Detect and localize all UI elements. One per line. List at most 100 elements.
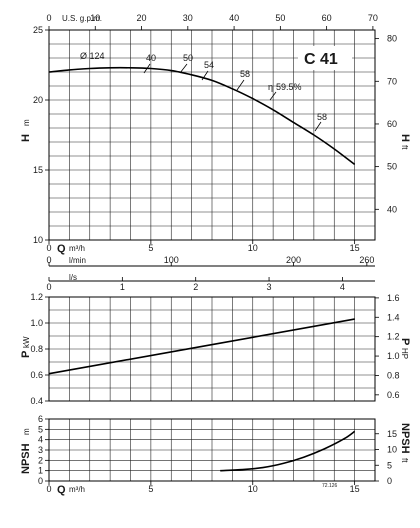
- top-axis-ticks: 0 10 20 30 40 50 60 70: [46, 13, 378, 31]
- efficiency-mark-58-right: [314, 121, 322, 132]
- flow-axis-ls-tick-label: 4: [340, 282, 345, 292]
- bottom-axis-q-symbol: Q: [57, 484, 66, 496]
- npsh-ylabel-unit: m: [22, 428, 31, 435]
- flow-axis-m3h-tick-label: 10: [248, 243, 258, 253]
- power-y2label: P: [399, 338, 411, 345]
- power-y2-tick-label: 1.0: [387, 351, 400, 361]
- bottom-axis-tick-label: 0: [46, 484, 51, 494]
- power-y2-ticks: 0.6 0.8 1.0 1.2 1.4 1.6: [375, 293, 400, 400]
- top-axis-tick-label: 10: [90, 13, 100, 23]
- power-panel: 0.40.60.81.01.2 0.60.81.01.21.41.6 P kW …: [20, 292, 411, 406]
- flow-axis-ls-tick-label: 1: [120, 282, 125, 292]
- bottom-axis-unit: m³/h: [69, 485, 85, 494]
- head-curve: [48, 66, 356, 166]
- efficiency-mark-50: [179, 63, 188, 74]
- top-axis-unit: U.S. g.p.m.: [62, 14, 102, 23]
- head-y2-tick-label: 60: [387, 119, 397, 129]
- flow-axis-ls-tick-label: 3: [267, 282, 272, 292]
- flow-axis-lmin-ticks: 0 100 200 260: [46, 255, 374, 266]
- efficiency-max-label: 59.5%: [276, 82, 302, 92]
- flow-axis-lmin-tick-label: 0: [46, 255, 51, 265]
- head-y2-tick-label: 80: [387, 34, 397, 44]
- power-curve: [48, 318, 355, 375]
- npsh-y-tick-label: 1: [38, 466, 43, 476]
- power-y-tick-label: 1.0: [30, 318, 43, 328]
- impeller-diameter-label: Ø 124: [80, 51, 105, 61]
- npsh-curve: [220, 430, 356, 472]
- npsh-y-tick-label: 2: [38, 455, 43, 465]
- power-y2label-unit: HP: [400, 348, 409, 359]
- head-y2-tick-label: 40: [387, 204, 397, 214]
- bottom-axis: 0 5 10 15 Q m³/h: [46, 481, 360, 496]
- model-label-box: [298, 46, 352, 70]
- flow-axis-unit-m3h: m³/h: [69, 244, 85, 253]
- bottom-axis-tick-label: 10: [248, 484, 258, 494]
- bottom-axis-tick-label: 15: [350, 484, 360, 494]
- head-y2label: H: [399, 134, 411, 142]
- head-y-tick-label: 25: [33, 25, 43, 35]
- head-y2-ticks: 40 50 60 70 80: [375, 34, 397, 214]
- flow-axis-lmin-tick-label: 260: [359, 255, 374, 265]
- power-y2-tick-label: 0.8: [387, 370, 400, 380]
- npsh-ylabel: NPSH: [20, 443, 32, 474]
- flow-axis-ls-tick-label: 0: [46, 282, 51, 292]
- power-ylabel-unit: kW: [22, 336, 31, 348]
- flow-axis-ls-ticks: 0 1 2 3 4: [46, 277, 345, 292]
- head-y-tick-label: 15: [33, 165, 43, 175]
- power-y2-tick-label: 1.4: [387, 312, 400, 322]
- efficiency-symbol: η: [268, 82, 273, 92]
- top-axis-tick-label: 50: [275, 13, 285, 23]
- model-label: C 41: [304, 51, 338, 68]
- top-axis-tick-label: 60: [322, 13, 332, 23]
- flow-axis-m3h-ticks: 0 5 10 15: [46, 240, 360, 253]
- efficiency-mark-58-left: [236, 79, 245, 91]
- efficiency-mark-54: [201, 70, 209, 81]
- head-y-ticks: 10 15 20 25: [33, 25, 49, 245]
- npsh-y-tick-label: 5: [38, 424, 43, 434]
- head-ylabel: H: [20, 134, 32, 142]
- efficiency-label-50: 50: [183, 53, 193, 63]
- npsh-y2label-unit: ft: [400, 458, 409, 463]
- efficiency-label-54: 54: [204, 60, 214, 70]
- npsh-y2-tick-label: 15: [387, 429, 397, 439]
- power-y-tick-label: 1.2: [30, 292, 43, 302]
- power-y-tick-label: 0.4: [30, 396, 43, 406]
- flow-axis-unit-ls: l/s: [69, 273, 77, 282]
- top-axis-tick-label: 70: [368, 13, 378, 23]
- head-y-tick-label: 20: [33, 95, 43, 105]
- top-axis-tick-label: 30: [183, 13, 193, 23]
- npsh-y2-ticks: 0 5 10 15: [375, 429, 397, 486]
- bottom-axis-tick-label: 5: [148, 484, 153, 494]
- flow-axis-ls-tick-label: 2: [193, 282, 198, 292]
- flow-axes-strip: Q m³/h 0 5 10 15 l/min 0 100 200 260 l/s 0 1 2 3 4: [46, 240, 375, 292]
- flow-axis-m3h-tick-label: 15: [350, 243, 360, 253]
- flow-axis-lmin-tick-label: 100: [164, 255, 179, 265]
- flow-axis-q-symbol: Q: [57, 243, 66, 255]
- drawing-footnote: 72.126: [322, 483, 338, 489]
- efficiency-mark-40: [143, 63, 151, 74]
- npsh-y2-tick-label: 10: [387, 445, 397, 455]
- npsh-y2-tick-label: 5: [387, 460, 392, 470]
- flow-axis-m3h-tick-label: 5: [148, 243, 153, 253]
- top-axis-tick-label: 0: [46, 13, 51, 23]
- efficiency-label-58-left: 58: [240, 69, 250, 79]
- power-y2-tick-label: 1.6: [387, 293, 400, 303]
- head-ylabel-unit: m: [22, 119, 31, 126]
- npsh-grid: [49, 419, 375, 481]
- power-ylabel: P: [20, 351, 32, 358]
- power-grid: [49, 297, 375, 401]
- power-y-tick-label: 0.8: [30, 344, 43, 354]
- head-y2-tick-label: 70: [387, 76, 397, 86]
- head-y2label-unit: ft: [400, 145, 409, 150]
- efficiency-label-58-right: 58: [317, 112, 327, 122]
- top-axis-tick-label: 40: [229, 13, 239, 23]
- npsh-y2-tick-label: 0: [387, 476, 392, 486]
- npsh-y-tick-label: 0: [38, 476, 43, 486]
- head-y2-tick-label: 50: [387, 162, 397, 172]
- bottom-axis-ticks: 0 5 10 15: [46, 481, 360, 494]
- efficiency-mark-max: [269, 91, 277, 101]
- npsh-y2label: NPSH: [399, 423, 411, 454]
